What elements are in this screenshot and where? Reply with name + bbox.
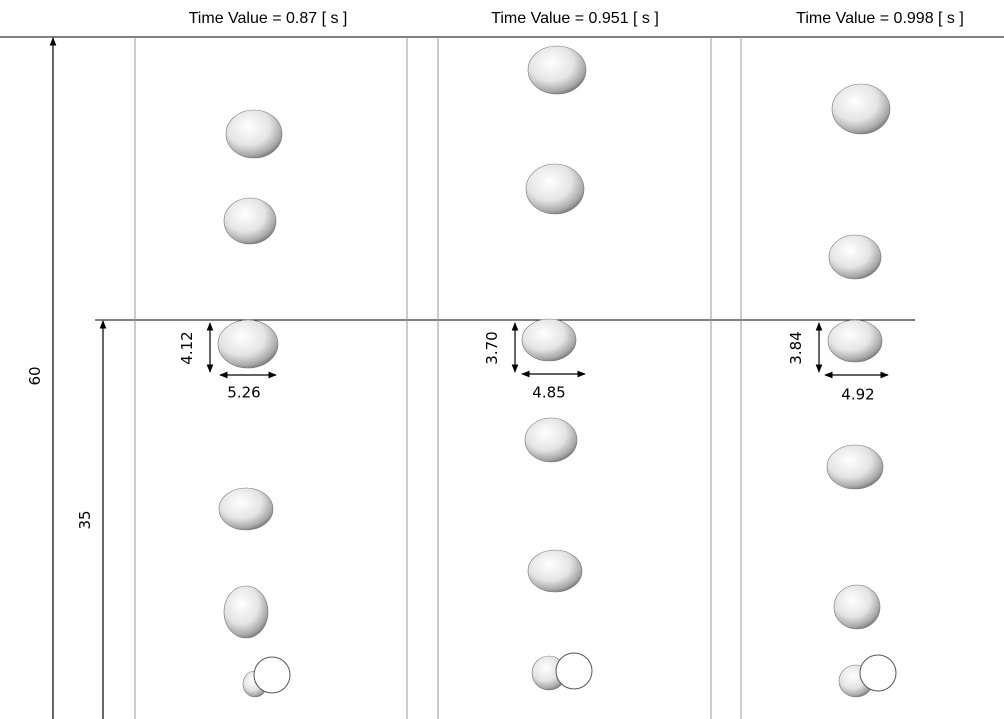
bubble (219, 488, 273, 530)
bubble (226, 110, 282, 158)
bubble (829, 235, 881, 279)
bubble-width-label: 4.92 (841, 386, 874, 404)
bubble (828, 320, 882, 362)
obstacle (254, 657, 290, 693)
bubble (528, 550, 582, 592)
bubble-height-label: 4.12 (178, 331, 196, 364)
bubble (528, 46, 586, 94)
bubble (218, 320, 278, 368)
bubble (834, 585, 880, 629)
bubble (526, 164, 584, 214)
panel-title: Time Value = 0.87 [ s ] (189, 10, 348, 27)
bubble (224, 198, 276, 244)
bubble-height-label: 3.70 (483, 331, 501, 364)
bubble (224, 586, 268, 638)
bubble-height-label: 3.84 (787, 331, 805, 364)
bubble-width-label: 5.26 (227, 384, 260, 402)
bubble (522, 319, 576, 361)
obstacle (556, 653, 592, 689)
panel-title: Time Value = 0.998 [ s ] (796, 10, 964, 27)
total-height-label: 60 (26, 366, 44, 385)
obstacle (860, 655, 896, 691)
bubble (525, 418, 577, 462)
bubble-width-label: 4.85 (532, 384, 565, 402)
bubble (827, 445, 883, 489)
panel-title: Time Value = 0.951 [ s ] (491, 10, 659, 27)
lower-height-label: 35 (76, 510, 94, 529)
page: 60 35 Time Value = 0.87 [ s ] 4.12 5.26 Tim… (0, 0, 1004, 719)
figure: 60 35 Time Value = 0.87 [ s ] 4.12 5.26 Tim… (0, 0, 1004, 719)
bubble (832, 84, 890, 134)
